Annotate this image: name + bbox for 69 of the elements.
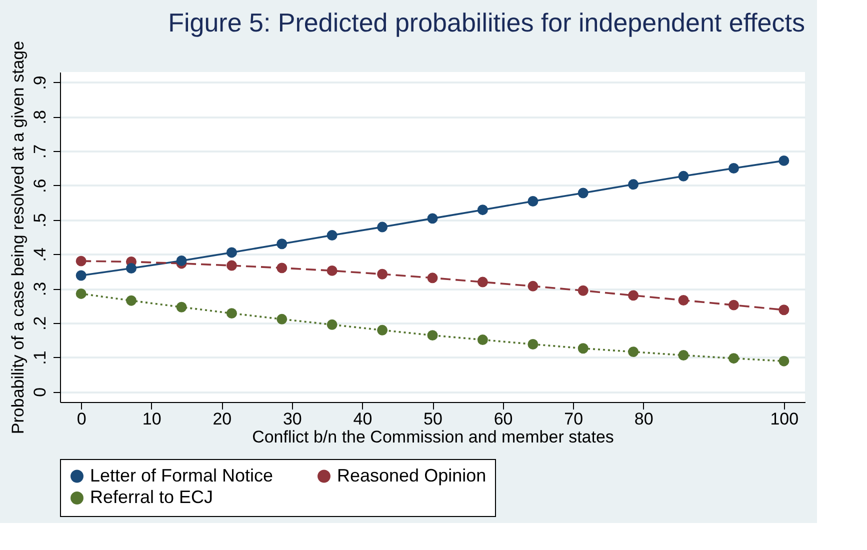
point: [226, 308, 237, 319]
y-tick-label: .7: [30, 144, 50, 159]
x-tick-label: 50: [424, 410, 442, 428]
point: [126, 263, 137, 274]
point: [578, 188, 588, 198]
point: [778, 155, 790, 166]
y-tick-label: .8: [30, 110, 50, 124]
point: [578, 285, 588, 296]
point: [528, 196, 538, 206]
y-tick-label: 0: [30, 387, 50, 397]
y-tick-label: .9: [30, 76, 50, 90]
point: [578, 343, 588, 354]
point: [276, 262, 288, 274]
point: [76, 270, 86, 281]
x-tick-label: 80: [634, 410, 654, 428]
point: [377, 268, 388, 280]
legend-label: Letter of Formal Notice: [90, 465, 274, 486]
legend-label: Referral to ECJ: [90, 487, 214, 507]
point: [377, 222, 388, 232]
point: [628, 290, 639, 301]
point: [628, 346, 639, 358]
y-tick-label: .4: [30, 248, 50, 262]
point: [76, 256, 86, 266]
point: [477, 204, 488, 216]
point: [76, 288, 86, 299]
point: [628, 179, 639, 190]
point: [326, 230, 338, 241]
legend-label: Reasoned Opinion: [337, 465, 486, 486]
y-tick-label: .5: [30, 213, 50, 228]
point: [427, 330, 438, 341]
point: [728, 353, 739, 364]
x-tick-label: 0: [76, 410, 86, 428]
point: [126, 295, 137, 306]
point: [276, 314, 288, 324]
point: [176, 255, 187, 266]
y-tick-label: .2: [30, 316, 50, 331]
point: [427, 213, 438, 224]
x-tick-label: 10: [142, 410, 162, 428]
point: [427, 272, 438, 284]
point: [528, 339, 538, 350]
point: [778, 356, 790, 366]
point: [778, 304, 790, 316]
point: [678, 170, 689, 182]
chart-title: Figure 5: Predicted probabilities for independent effects: [168, 7, 805, 38]
point: [477, 276, 488, 288]
x-tick-label: 20: [212, 410, 232, 428]
point: [176, 302, 187, 312]
y-tick-label: .6: [30, 178, 50, 194]
point: [678, 295, 689, 306]
x-tick-label: 30: [282, 410, 302, 428]
point: [728, 300, 739, 310]
y-tick-label: .3: [30, 282, 50, 296]
x-tick-label: 40: [353, 410, 372, 428]
y-axis-title: Probability of a case being resolved at a given stage: [8, 40, 28, 434]
point: [226, 260, 237, 271]
point: [276, 238, 288, 250]
point: [728, 163, 739, 174]
point: [326, 265, 338, 276]
point: [528, 280, 538, 292]
x-axis-title: Conflict b/n the Commission and member states: [252, 428, 614, 446]
point: [226, 247, 237, 258]
x-tick-label: 100: [770, 410, 799, 428]
point: [326, 319, 338, 330]
x-tick-label: 70: [564, 410, 584, 428]
x-tick-label: 60: [494, 410, 513, 428]
point: [377, 324, 388, 336]
y-tick-label: .1: [30, 350, 50, 365]
point: [477, 334, 488, 346]
point: [678, 350, 689, 360]
